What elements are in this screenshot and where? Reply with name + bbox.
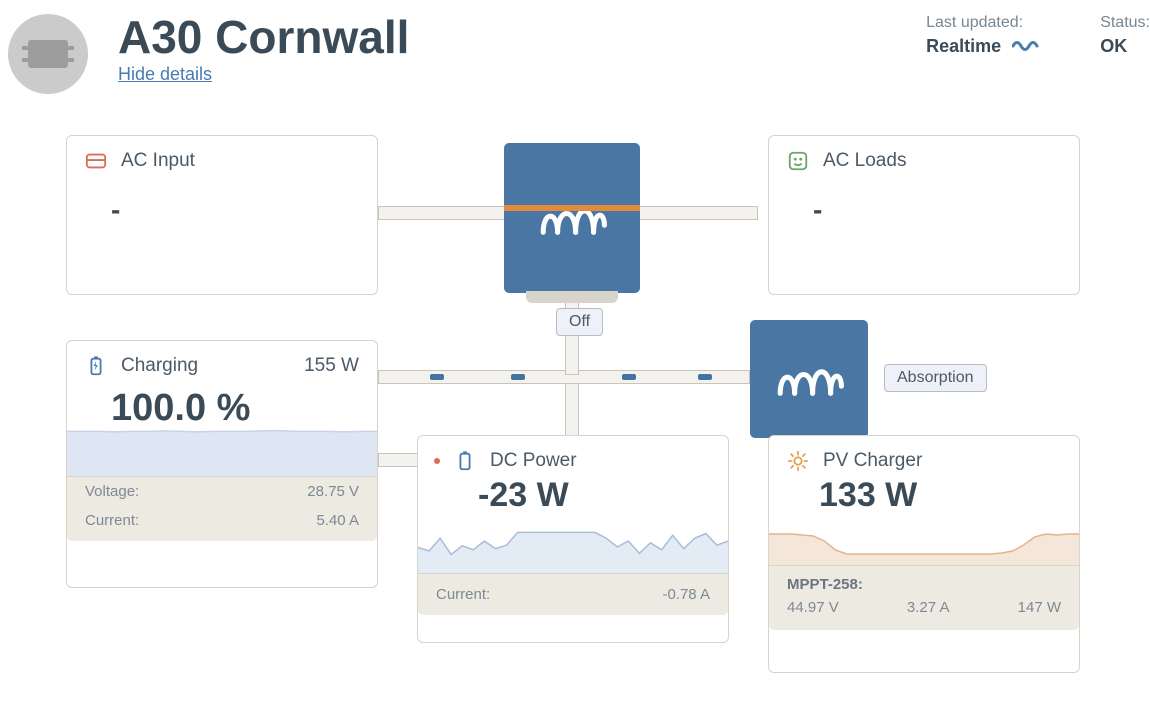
pv-sparkline <box>769 515 1079 565</box>
battery-label: Charging <box>121 355 198 377</box>
ac-input-card[interactable]: AC Input - <box>66 135 378 295</box>
realtime-pulse-icon <box>1012 37 1040 58</box>
pv-mppt-label: MPPT-258: <box>787 576 1061 593</box>
flow-dot <box>430 374 444 380</box>
ac-loads-title: AC Loads <box>823 150 906 172</box>
pv-voltage: 44.97 V <box>787 599 839 616</box>
battery-soc: 100.0 % <box>67 381 377 430</box>
pv-current: 3.27 A <box>907 599 950 616</box>
ac-input-value: - <box>67 176 377 226</box>
updated-value: Realtime <box>926 36 1040 58</box>
pv-watts: 147 W <box>1018 599 1061 616</box>
dc-power-icon <box>454 450 476 472</box>
battery-power: 155 W <box>304 355 359 377</box>
ac-loads-icon <box>787 150 809 172</box>
pv-power-value: 133 W <box>769 476 1079 515</box>
flow-dot <box>622 374 636 380</box>
dc-power-card[interactable]: DC Power -23 W Current: -0.78 A <box>417 435 729 643</box>
battery-card[interactable]: Charging 155 W 100.0 % Voltage: 28.75 V … <box>66 340 378 588</box>
ac-input-icon <box>85 150 107 172</box>
status-label: Status: <box>1100 14 1150 32</box>
battery-current-label: Current: <box>85 512 139 529</box>
victron-logo-icon <box>773 356 845 402</box>
site-avatar <box>8 14 88 94</box>
dc-warning-dot <box>434 458 440 464</box>
ac-loads-card[interactable]: AC Loads - <box>768 135 1080 295</box>
dc-power-value: -23 W <box>418 476 728 515</box>
wire-battery-stub <box>378 453 418 467</box>
battery-icon <box>85 355 107 377</box>
flow-dot <box>698 374 712 380</box>
mppt-state-badge: Absorption <box>884 364 987 392</box>
battery-sparkline <box>67 430 377 476</box>
ac-loads-value: - <box>769 176 1079 226</box>
dc-sparkline <box>418 515 728 573</box>
updated-label: Last updated: <box>926 14 1040 32</box>
status-block: Last updated: Realtime Status: OK <box>926 14 1150 58</box>
status-value: OK <box>1100 36 1150 57</box>
pv-charger-card[interactable]: PV Charger 133 W MPPT-258: 44.97 V 3.27 … <box>768 435 1080 673</box>
wire-dc-down <box>565 383 579 438</box>
sun-icon <box>787 450 809 472</box>
dc-current: -0.78 A <box>662 586 710 603</box>
site-title: A30 Cornwall <box>118 10 409 64</box>
inverter-state-badge: Off <box>556 308 603 336</box>
mppt-block[interactable] <box>750 320 868 438</box>
device-icon <box>28 40 68 68</box>
victron-logo-icon <box>536 195 608 241</box>
hide-details-link[interactable]: Hide details <box>118 64 212 84</box>
pv-title: PV Charger <box>823 450 922 472</box>
dc-current-label: Current: <box>436 586 490 603</box>
battery-voltage: 28.75 V <box>307 483 359 500</box>
flow-dot <box>511 374 525 380</box>
ac-input-title: AC Input <box>121 150 195 172</box>
inverter-base <box>526 291 618 303</box>
battery-current: 5.40 A <box>316 512 359 529</box>
dc-title: DC Power <box>490 450 577 472</box>
battery-voltage-label: Voltage: <box>85 483 139 500</box>
inverter-block[interactable] <box>504 143 640 293</box>
